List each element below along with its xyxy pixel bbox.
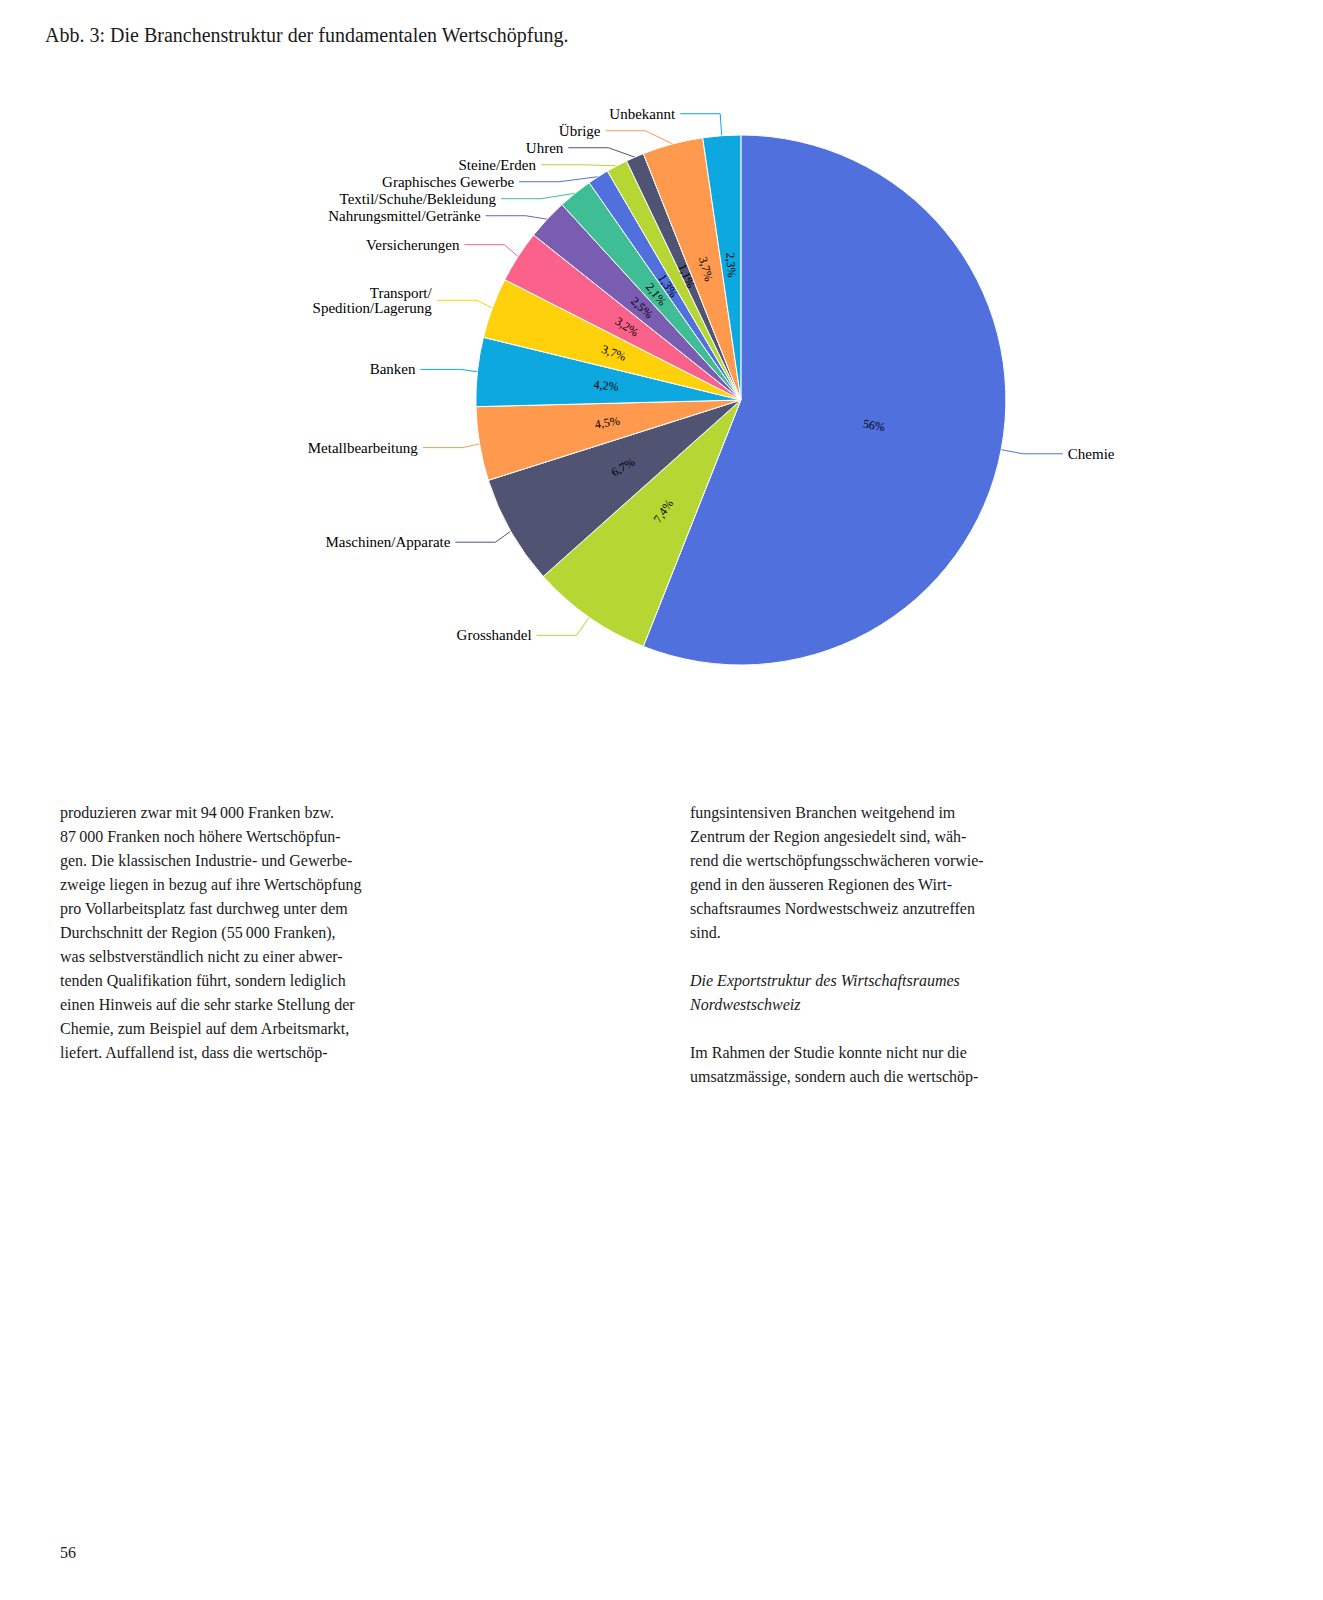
svg-text:4,5%: 4,5% <box>594 413 621 431</box>
svg-text:3,7%: 3,7% <box>696 255 716 283</box>
svg-text:Textil/Schuhe/Bekleidung: Textil/Schuhe/Bekleidung <box>340 191 497 207</box>
svg-text:1,1%: 1,1% <box>675 262 698 291</box>
svg-text:Im Rahmen der Studie konnte ni: Im Rahmen der Studie konnte nicht nur di… <box>690 1044 967 1061</box>
svg-text:tenden Qualifikation führt, so: tenden Qualifikation führt, sondern ledi… <box>60 972 346 990</box>
svg-text:pro Vollarbeitsplatz fast durc: pro Vollarbeitsplatz fast durchweg unter… <box>60 900 348 918</box>
svg-text:liefert. Auffallend ist, dass: liefert. Auffallend ist, dass die wertsc… <box>60 1044 328 1062</box>
svg-text:2,1%: 2,1% <box>642 280 670 309</box>
svg-text:gen. Die klassischen Industrie: gen. Die klassischen Industrie- und Gewe… <box>60 852 352 870</box>
svg-text:Chemie, zum Beispiel auf dem A: Chemie, zum Beispiel auf dem Arbeitsmark… <box>60 1020 349 1038</box>
svg-text:Transport/: Transport/ <box>370 285 433 301</box>
svg-text:produzieren zwar mit 94 000 Fr: produzieren zwar mit 94 000 Franken bzw. <box>60 804 334 822</box>
svg-text:rend die wertschöpfungsschwäch: rend die wertschöpfungsschwächeren vorwi… <box>690 852 984 870</box>
svg-text:Uhren: Uhren <box>526 140 564 156</box>
svg-text:sind.: sind. <box>690 924 721 941</box>
svg-text:Grosshandel: Grosshandel <box>457 627 532 643</box>
svg-text:Metallbearbeitung: Metallbearbeitung <box>308 440 418 456</box>
svg-text:Übrige: Übrige <box>559 123 601 139</box>
svg-text:Chemie: Chemie <box>1068 446 1115 462</box>
svg-text:6,7%: 6,7% <box>609 455 638 480</box>
svg-text:Maschinen/Apparate: Maschinen/Apparate <box>325 534 450 550</box>
svg-text:1,3%: 1,3% <box>655 272 680 301</box>
svg-text:56%: 56% <box>862 416 886 434</box>
svg-text:schaftsraumes Nordwestschweiz: schaftsraumes Nordwestschweiz anzutreffe… <box>690 900 975 917</box>
svg-text:2,3%: 2,3% <box>723 252 739 278</box>
svg-text:2,5%: 2,5% <box>627 293 656 322</box>
svg-text:Abb. 3: Die Branchenstruktur d: Abb. 3: Die Branchenstruktur der fundame… <box>45 24 568 47</box>
svg-text:zweige liegen in bezug auf ihr: zweige liegen in bezug auf ihre Wertschö… <box>60 876 361 894</box>
svg-text:fungsintensiven Branchen weitg: fungsintensiven Branchen weitgehend im <box>690 804 956 822</box>
svg-text:3,2%: 3,2% <box>613 314 642 339</box>
svg-text:Steine/Erden: Steine/Erden <box>459 157 537 173</box>
svg-text:einen Hinweis auf die sehr sta: einen Hinweis auf die sehr starke Stellu… <box>60 996 355 1014</box>
svg-text:87 000 Franken noch höhere Wer: 87 000 Franken noch höhere Wertschöpfun- <box>60 828 341 846</box>
svg-text:Versicherungen: Versicherungen <box>366 237 460 253</box>
svg-text:Graphisches Gewerbe: Graphisches Gewerbe <box>382 174 514 190</box>
svg-text:3,7%: 3,7% <box>600 342 628 364</box>
svg-text:56: 56 <box>60 1544 76 1561</box>
svg-text:Spedition/Lagerung: Spedition/Lagerung <box>313 300 433 316</box>
svg-text:Nahrungsmittel/Getränke: Nahrungsmittel/Getränke <box>328 208 481 224</box>
svg-text:gend in den äusseren Regionen: gend in den äusseren Regionen des Wirt- <box>690 876 952 894</box>
svg-text:umsatzmässige, sondern auch di: umsatzmässige, sondern auch die wertschö… <box>690 1068 978 1086</box>
svg-text:was selbstverständlich nicht z: was selbstverständlich nicht zu einer ab… <box>60 948 343 965</box>
svg-text:Durchschnitt der Region (55 00: Durchschnitt der Region (55 000 Franken)… <box>60 924 336 942</box>
svg-text:Die Exportstruktur des Wirtsch: Die Exportstruktur des Wirtschaftsraumes <box>689 972 960 990</box>
svg-text:Nordwestschweiz: Nordwestschweiz <box>689 996 801 1013</box>
svg-text:Zentrum der Region angesiedelt: Zentrum der Region angesiedelt sind, wäh… <box>690 828 966 846</box>
svg-text:7,4%: 7,4% <box>650 497 676 525</box>
svg-text:Unbekannt: Unbekannt <box>609 106 676 122</box>
svg-text:Banken: Banken <box>370 361 416 377</box>
svg-text:4,2%: 4,2% <box>593 377 619 394</box>
